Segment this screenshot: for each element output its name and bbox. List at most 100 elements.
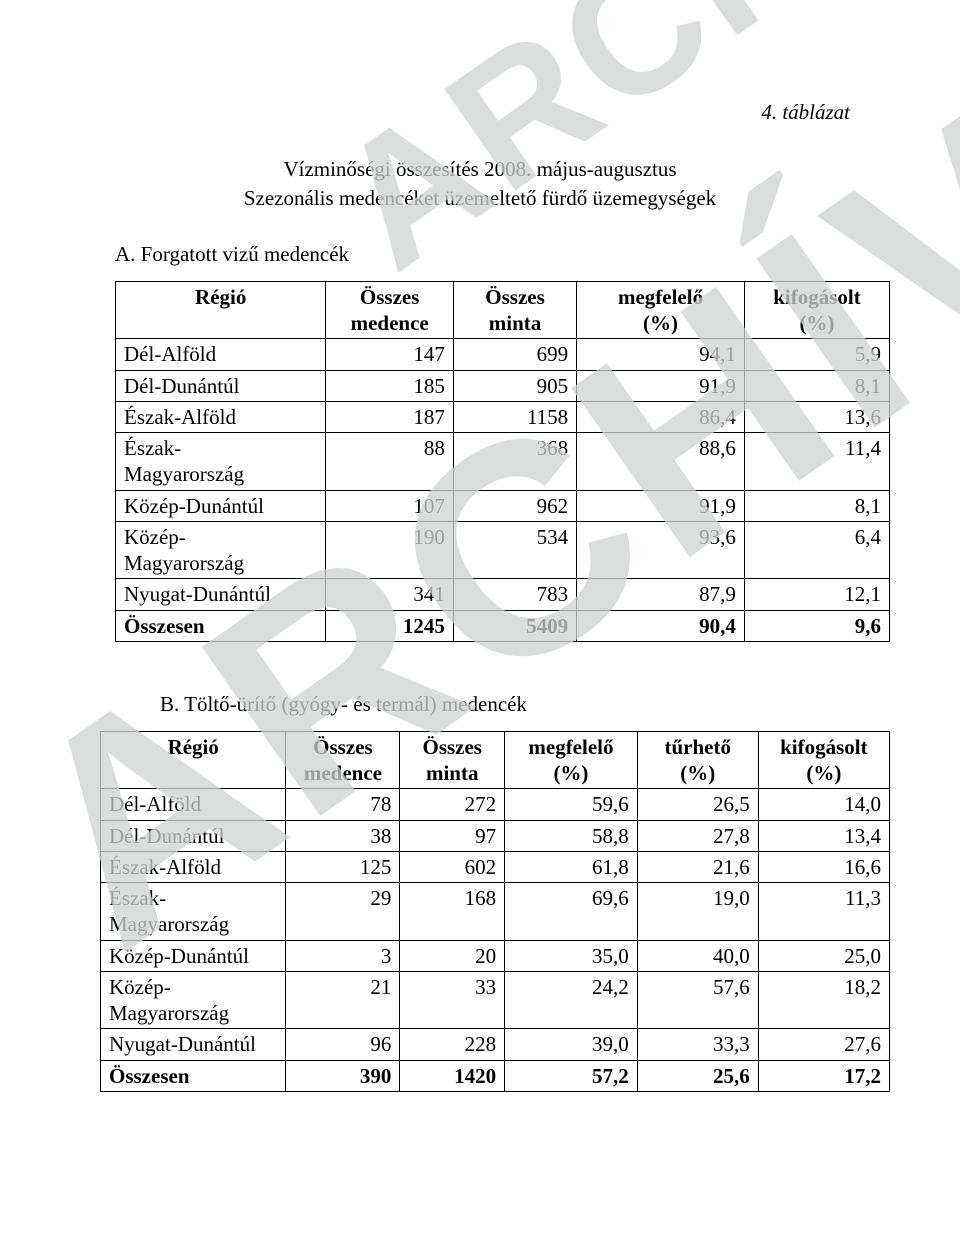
table-header-cell: Összesminta — [400, 731, 505, 789]
table-cell-value: 97 — [400, 820, 505, 851]
table-cell-value: 1158 — [453, 401, 576, 432]
table-cell-value: 14,0 — [758, 789, 889, 820]
table-row: Nyugat-Dunántúl34178387,912,1 — [116, 579, 890, 610]
table-cell-region: Összesen — [101, 1060, 286, 1091]
table-cell-value: 29 — [286, 883, 400, 941]
table-row: Dél-Alföld7827259,626,514,0 — [101, 789, 890, 820]
table-row: Dél-Alföld14769994,15,9 — [116, 339, 890, 370]
table-row: Nyugat-Dunántúl9622839,033,327,6 — [101, 1029, 890, 1060]
table-cell-region: Dél-Dunántúl — [116, 370, 326, 401]
table-row: Összesen1245540990,49,6 — [116, 610, 890, 641]
table-cell-region: Összesen — [116, 610, 326, 641]
table-cell-value: 87,9 — [577, 579, 745, 610]
table-cell-value: 21 — [286, 971, 400, 1029]
table-header-cell: Régió — [116, 281, 326, 339]
table-cell-value: 33 — [400, 971, 505, 1029]
table-cell-value: 96 — [286, 1029, 400, 1060]
table-cell-value: 9,6 — [744, 610, 889, 641]
table-cell-region: Dél-Dunántúl — [101, 820, 286, 851]
table-cell-value: 35,0 — [505, 940, 638, 971]
table-row: Észak-Alföld12560261,821,616,6 — [101, 851, 890, 882]
table-cell-region: Észak-Magyarország — [116, 433, 326, 491]
table-header-cell: Összesminta — [453, 281, 576, 339]
table-a: RégióÖsszesmedenceÖsszesmintamegfelelő(%… — [115, 281, 890, 642]
table-row: Dél-Dunántúl389758,827,813,4 — [101, 820, 890, 851]
table-cell-value: 17,2 — [758, 1060, 889, 1091]
table-cell-value: 190 — [326, 521, 453, 579]
table-row: Közép-Magyarország213324,257,618,2 — [101, 971, 890, 1029]
table-cell-value: 185 — [326, 370, 453, 401]
table-header-cell: megfelelő(%) — [577, 281, 745, 339]
table-cell-value: 86,4 — [577, 401, 745, 432]
table-cell-value: 962 — [453, 490, 576, 521]
table-row: Közép-Dunántúl10796291,98,1 — [116, 490, 890, 521]
table-cell-value: 26,5 — [637, 789, 758, 820]
table-cell-value: 40,0 — [637, 940, 758, 971]
title-block: Vízminőségi összesítés 2008. május-augus… — [70, 155, 890, 214]
table-cell-value: 88,6 — [577, 433, 745, 491]
table-cell-value: 5,9 — [744, 339, 889, 370]
table-cell-value: 125 — [286, 851, 400, 882]
table-cell-value: 341 — [326, 579, 453, 610]
table-cell-value: 59,6 — [505, 789, 638, 820]
section-a-label: A. Forgatott vizű medencék — [115, 242, 890, 267]
table-header-cell: kifogásolt(%) — [758, 731, 889, 789]
table-b: RégióÖsszesmedenceÖsszesmintamegfelelő(%… — [100, 731, 890, 1092]
table-cell-region: Közép-Magyarország — [116, 521, 326, 579]
table-cell-value: 39,0 — [505, 1029, 638, 1060]
table-cell-value: 602 — [400, 851, 505, 882]
table-cell-value: 78 — [286, 789, 400, 820]
table-cell-value: 272 — [400, 789, 505, 820]
table-cell-value: 88 — [326, 433, 453, 491]
table-cell-value: 168 — [400, 883, 505, 941]
table-cell-value: 534 — [453, 521, 576, 579]
table-cell-value: 38 — [286, 820, 400, 851]
table-row: Dél-Dunántúl18590591,98,1 — [116, 370, 890, 401]
table-cell-value: 905 — [453, 370, 576, 401]
table-cell-value: 25,6 — [637, 1060, 758, 1091]
table-cell-value: 11,4 — [744, 433, 889, 491]
table-cell-value: 27,6 — [758, 1029, 889, 1060]
table-cell-value: 58,8 — [505, 820, 638, 851]
table-cell-value: 69,6 — [505, 883, 638, 941]
table-cell-value: 27,8 — [637, 820, 758, 851]
table-header-cell: Összesmedence — [326, 281, 453, 339]
table-cell-value: 228 — [400, 1029, 505, 1060]
table-row: Összesen390142057,225,617,2 — [101, 1060, 890, 1091]
table-cell-value: 6,4 — [744, 521, 889, 579]
table-header-cell: megfelelő(%) — [505, 731, 638, 789]
table-cell-value: 90,4 — [577, 610, 745, 641]
table-cell-value: 8,1 — [744, 490, 889, 521]
table-row: Észak-Magyarország2916869,619,011,3 — [101, 883, 890, 941]
table-cell-value: 390 — [286, 1060, 400, 1091]
table-cell-value: 94,1 — [577, 339, 745, 370]
table-cell-value: 783 — [453, 579, 576, 610]
table-cell-value: 16,6 — [758, 851, 889, 882]
table-cell-region: Közép-Dunántúl — [116, 490, 326, 521]
table-cell-value: 57,6 — [637, 971, 758, 1029]
table-cell-region: Közép-Dunántúl — [101, 940, 286, 971]
table-header-cell: Összesmedence — [286, 731, 400, 789]
table-cell-value: 1245 — [326, 610, 453, 641]
title-line-1: Vízminőségi összesítés 2008. május-augus… — [283, 157, 676, 181]
table-cell-value: 147 — [326, 339, 453, 370]
table-header-cell: kifogásolt(%) — [744, 281, 889, 339]
table-caption: 4. táblázat — [70, 100, 850, 125]
table-cell-value: 21,6 — [637, 851, 758, 882]
table-row: Észak-Magyarország8836888,611,4 — [116, 433, 890, 491]
table-cell-value: 25,0 — [758, 940, 889, 971]
table-cell-value: 57,2 — [505, 1060, 638, 1091]
table-cell-value: 33,3 — [637, 1029, 758, 1060]
table-cell-region: Dél-Alföld — [116, 339, 326, 370]
table-cell-value: 5409 — [453, 610, 576, 641]
table-cell-value: 91,9 — [577, 370, 745, 401]
table-cell-region: Dél-Alföld — [101, 789, 286, 820]
table-cell-value: 8,1 — [744, 370, 889, 401]
table-header-cell: tűrhető(%) — [637, 731, 758, 789]
table-cell-region: Észak-Magyarország — [101, 883, 286, 941]
table-cell-value: 91,9 — [577, 490, 745, 521]
table-cell-value: 12,1 — [744, 579, 889, 610]
table-cell-value: 11,3 — [758, 883, 889, 941]
table-cell-value: 368 — [453, 433, 576, 491]
table-cell-region: Közép-Magyarország — [101, 971, 286, 1029]
